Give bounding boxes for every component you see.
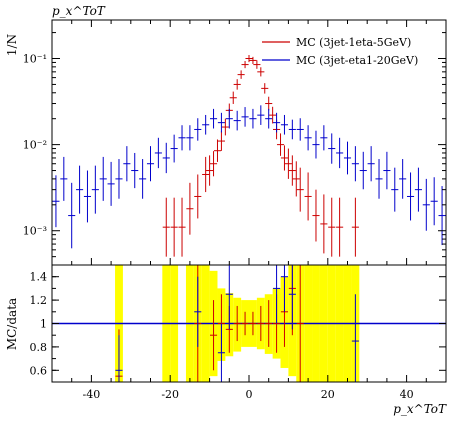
main-ylabel: 1/N bbox=[5, 34, 19, 56]
ratio-ytick-label: 1 bbox=[40, 318, 47, 331]
ratio-ylabel: MC/data bbox=[5, 298, 19, 350]
main-ytick-label: 10⁻¹ bbox=[23, 53, 47, 66]
ratio-xtick-label: -40 bbox=[83, 388, 101, 401]
corner-label: p_x^ToT bbox=[52, 4, 106, 18]
main-ytick-label: 10⁻² bbox=[23, 139, 47, 152]
ratio-xtick-label: 40 bbox=[400, 388, 414, 401]
ratio-ytick-label: 1.4 bbox=[30, 271, 48, 284]
legend-label-blue: MC (3jet-eta1-20GeV) bbox=[296, 54, 418, 67]
ratio-xtick-label: 20 bbox=[321, 388, 335, 401]
ratio-ytick-label: 1.2 bbox=[30, 294, 48, 307]
ratio-panel: -40 -20 0 20 40 0.6 0.8 1 1.2 1.4 bbox=[30, 264, 447, 401]
ratio-ytick-label: 0.8 bbox=[30, 341, 48, 354]
corner-label-text: p_x^ToT bbox=[52, 4, 106, 18]
main-panel: 10⁻³ 10⁻² 10⁻¹ bbox=[23, 19, 447, 266]
main-ytick-label: 10⁻³ bbox=[23, 225, 47, 238]
xlabel: p_x^ToT bbox=[393, 402, 447, 416]
ratio-ytick-label: 0.6 bbox=[30, 364, 48, 377]
ratio-xtick-label: 0 bbox=[246, 388, 253, 401]
ratio-xtick-label: -20 bbox=[161, 388, 179, 401]
legend-label-red: MC (3jet-1eta-5GeV) bbox=[296, 36, 411, 49]
legend: MC (3jet-1eta-5GeV) MC (3jet-eta1-20GeV) bbox=[262, 36, 418, 67]
